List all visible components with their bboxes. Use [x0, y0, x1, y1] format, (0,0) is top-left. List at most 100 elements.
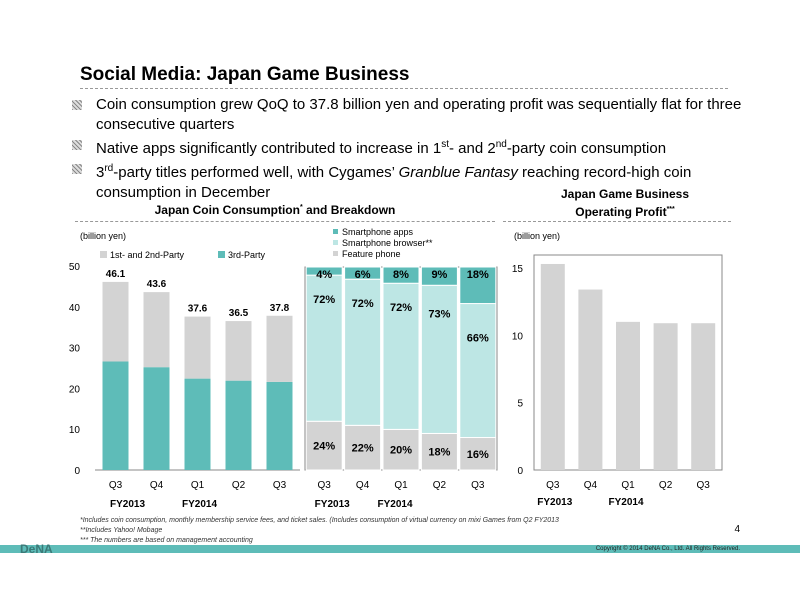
bullet-list: Coin consumption grew QoQ to 37.8 billio… [70, 95, 750, 203]
breakdown-bar-segment [382, 282, 420, 430]
bullet-sup: rd [104, 163, 114, 174]
breakdown-bar-segment [382, 428, 420, 471]
coin-x-tick-label: Q2 [232, 480, 246, 491]
profit-chart-title-line1: Japan Game Business [560, 187, 690, 201]
legend-label-3rd-party: 3rd-Party [228, 250, 266, 260]
copyright-text: Copyright © 2014 DeNA Co., Ltd. All Righ… [595, 546, 740, 552]
breakdown-fy-label: FY2013 [315, 499, 350, 510]
coin-unit-label: (billion yen) [80, 231, 126, 241]
breakdown-pct-label: 6% [355, 269, 371, 281]
profit-chart-title-line2: Operating Profit [575, 205, 667, 219]
breakdown-x-tick-label: Q3 [471, 480, 485, 491]
breakdown-pct-label: 8% [393, 269, 409, 281]
coin-y-tick-label: 40 [69, 303, 81, 314]
footer-bar [0, 545, 800, 553]
coin-fy-label: FY2013 [110, 499, 145, 510]
profit-y-tick-label: 0 [517, 466, 523, 477]
coin-y-tick-label: 10 [69, 425, 81, 436]
coin-y-tick-label: 20 [69, 384, 81, 395]
breakdown-bar-segment [344, 278, 382, 426]
breakdown-fy-label: FY2014 [377, 499, 412, 510]
bullet-text: - and 2 [448, 140, 496, 157]
bullet-item: 3rd-party titles performed well, with Cy… [70, 159, 750, 203]
coin-y-tick-label: 0 [74, 466, 80, 477]
bar-1st-2nd-party [184, 316, 211, 379]
bar-3rd-party [143, 367, 170, 470]
bullet-text: Native apps significantly contributed to… [96, 140, 442, 157]
coin-chart-title-mark: * [299, 204, 303, 211]
coin-y-tick-label: 50 [69, 262, 81, 273]
profit-x-tick-label: Q1 [621, 480, 635, 491]
legend-swatch-3rd-party [218, 251, 225, 258]
breakdown-bar-segment [420, 266, 458, 286]
breakdown-x-tick-label: Q2 [433, 480, 447, 491]
breakdown-legend-label: Smartphone apps [342, 227, 414, 237]
breakdown-pct-label: 22% [352, 443, 374, 455]
breakdown-pct-label: 9% [431, 269, 447, 281]
profit-y-tick-label: 10 [512, 331, 524, 342]
profit-bar [578, 289, 603, 470]
profit-chart-title: Japan Game Business Operating Profit*** [510, 186, 740, 220]
breakdown-bar-segment [459, 266, 497, 305]
breakdown-pct-label: 4% [316, 269, 332, 281]
coin-chart-title-suffix: and Breakdown [302, 203, 396, 217]
breakdown-pct-label: 73% [428, 308, 450, 320]
breakdown-pct-label: 66% [467, 333, 489, 345]
breakdown-bar-segment [459, 437, 497, 471]
breakdown-pct-label: 16% [467, 449, 489, 461]
charts-canvas: (billion yen) 1st- and 2nd-Party 3rd-Party… [69, 227, 723, 510]
coin-total-label: 37.8 [270, 303, 290, 314]
profit-bar [540, 263, 565, 470]
footnote: *Includes coin consumption, monthly memb… [80, 517, 559, 524]
bullet-text: -party titles performed well, with Cygam… [113, 164, 399, 181]
breakdown-pct-label: 72% [390, 302, 412, 314]
dena-logo: DeNA [20, 542, 53, 556]
bar-1st-2nd-party [143, 292, 170, 368]
title-divider [80, 88, 728, 89]
breakdown-pct-label: 20% [390, 445, 412, 457]
profit-chart-title-rule [503, 221, 731, 222]
bar-3rd-party [184, 378, 211, 470]
profit-x-tick-label: Q2 [659, 480, 673, 491]
profit-fy-label: FY2013 [537, 497, 572, 508]
bar-3rd-party [266, 381, 293, 470]
profit-unit-label: (billion yen) [514, 231, 560, 241]
breakdown-legend-label: Smartphone browser** [342, 238, 433, 248]
coin-total-label: 43.6 [147, 279, 167, 290]
coin-total-label: 37.6 [188, 304, 208, 315]
profit-bar [691, 323, 716, 470]
bullet-emphasis: Granblue Fantasy [398, 164, 518, 181]
bullet-item: Coin consumption grew QoQ to 37.8 billio… [70, 95, 750, 135]
bullet-text: Coin consumption grew QoQ to 37.8 billio… [96, 96, 742, 133]
coin-chart-title: Japan Coin Consumption* and Breakdown [130, 203, 420, 217]
breakdown-bar-segment [382, 266, 420, 284]
bar-3rd-party [225, 380, 252, 470]
coin-chart-title-rule [75, 221, 495, 222]
profit-chart-title-mark: *** [666, 206, 675, 213]
profit-y-tick-label: 5 [517, 399, 523, 410]
footnotes: *Includes coin consumption, monthly memb… [80, 516, 559, 546]
coin-fy-label: FY2014 [182, 499, 217, 510]
bullet-square-icon [72, 140, 82, 150]
coin-total-label: 36.5 [229, 308, 249, 319]
breakdown-x-tick-label: Q3 [318, 480, 332, 491]
bullet-sup: st [441, 139, 449, 150]
page-number: 4 [734, 524, 740, 535]
profit-bar [653, 323, 678, 470]
breakdown-x-tick-label: Q4 [356, 480, 370, 491]
profit-x-tick-label: Q3 [546, 480, 560, 491]
breakdown-pct-label: 72% [352, 298, 374, 310]
footnote: **Includes Yahoo! Mobage [80, 527, 163, 534]
coin-total-label: 46.1 [106, 269, 126, 280]
profit-y-tick-label: 15 [512, 264, 524, 275]
profit-fy-label: FY2014 [608, 497, 643, 508]
legend-label-1st-2nd-party: 1st- and 2nd-Party [110, 250, 185, 260]
bullet-square-icon [72, 100, 82, 110]
coin-y-tick-label: 30 [69, 344, 81, 355]
bar-3rd-party [102, 361, 129, 470]
coin-x-tick-label: Q4 [150, 480, 164, 491]
bullet-text: reaching record-high coin consumption in… [96, 164, 692, 201]
breakdown-pct-label: 72% [313, 294, 335, 306]
breakdown-bar-segment [344, 266, 382, 280]
breakdown-x-tick-label: Q1 [394, 480, 408, 491]
